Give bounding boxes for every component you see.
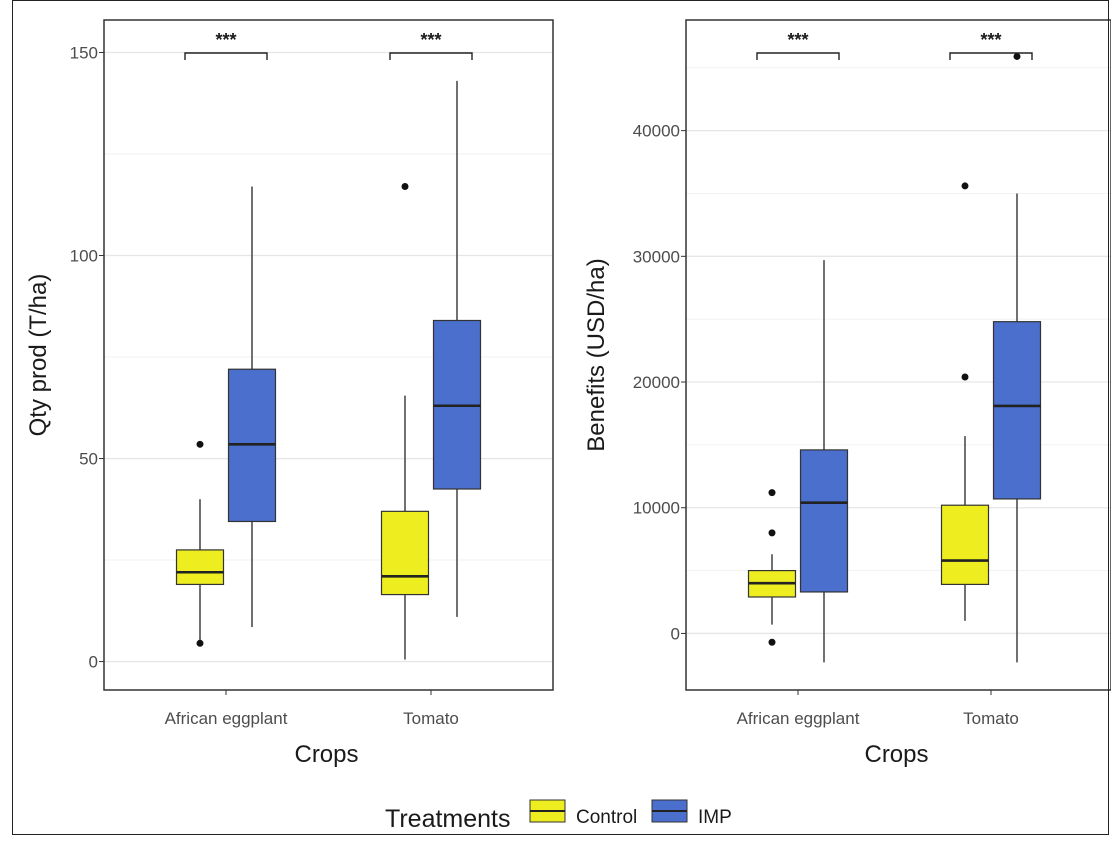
y-tick-label: 100 — [70, 247, 98, 266]
box-control-1 — [747, 489, 797, 646]
box-imp-2 — [992, 52, 1042, 663]
y-tick-label: 150 — [70, 43, 98, 62]
outlier-point — [961, 373, 969, 381]
y-tick-label: 30000 — [633, 247, 680, 266]
box-imp-1 — [799, 260, 849, 663]
x-axis-title: Crops — [864, 741, 928, 768]
outlier-point — [768, 489, 776, 497]
x-axis-title: Crops — [294, 741, 358, 768]
y-tick-label: 0 — [89, 653, 98, 672]
significance-bracket — [389, 52, 473, 60]
box-iqr — [799, 449, 849, 593]
significance-label: *** — [787, 30, 808, 50]
y-axis-title: Benefits (USD/ha) — [583, 258, 610, 451]
legend-label: Control — [576, 807, 637, 828]
x-tick-label: African eggplant — [737, 709, 860, 728]
significance-bracket — [949, 52, 1033, 60]
significance-label: *** — [420, 30, 441, 50]
x-tick-label: Tomato — [403, 709, 459, 728]
box-iqr — [940, 504, 990, 586]
panel-2: 0 10000 20000 30000 40000 African eggplant Tom… — [583, 19, 1111, 768]
y-tick-label: 20000 — [633, 373, 680, 392]
panel-1: 0 50 100 150 African eggplant Tomato *** *** Cro… — [25, 19, 554, 768]
box-iqr — [380, 510, 430, 596]
significance-bracket — [756, 52, 840, 60]
y-axis-title: Qty prod (T/ha) — [25, 274, 52, 437]
box-control-2 — [940, 182, 990, 621]
box-control-2 — [380, 182, 430, 660]
significance-bracket — [184, 52, 268, 60]
outlier-point — [401, 182, 409, 190]
panel-border — [103, 19, 554, 691]
significance-label: *** — [980, 30, 1001, 50]
outlier-point — [196, 440, 204, 448]
outlier-point — [1013, 52, 1021, 60]
box-imp-2 — [432, 80, 482, 617]
legend-label: IMP — [698, 807, 732, 828]
outlier-point — [961, 182, 969, 190]
box-iqr — [992, 321, 1042, 500]
box-control-1 — [175, 440, 225, 647]
outlier-point — [768, 529, 776, 537]
panel-border — [685, 19, 1111, 691]
y-tick-label: 0 — [671, 624, 680, 643]
significance-label: *** — [215, 30, 236, 50]
y-tick-label: 10000 — [633, 499, 680, 518]
x-tick-label: African eggplant — [165, 709, 288, 728]
outlier-point — [768, 638, 776, 646]
legend-title: Treatments — [385, 805, 511, 833]
y-tick-label: 50 — [79, 450, 98, 469]
box-imp-1 — [227, 186, 277, 628]
box-iqr — [175, 549, 225, 586]
x-tick-label: Tomato — [963, 709, 1019, 728]
y-tick-label: 40000 — [633, 122, 680, 141]
outlier-point — [196, 639, 204, 647]
legend: Treatments Control IMP — [385, 799, 732, 833]
